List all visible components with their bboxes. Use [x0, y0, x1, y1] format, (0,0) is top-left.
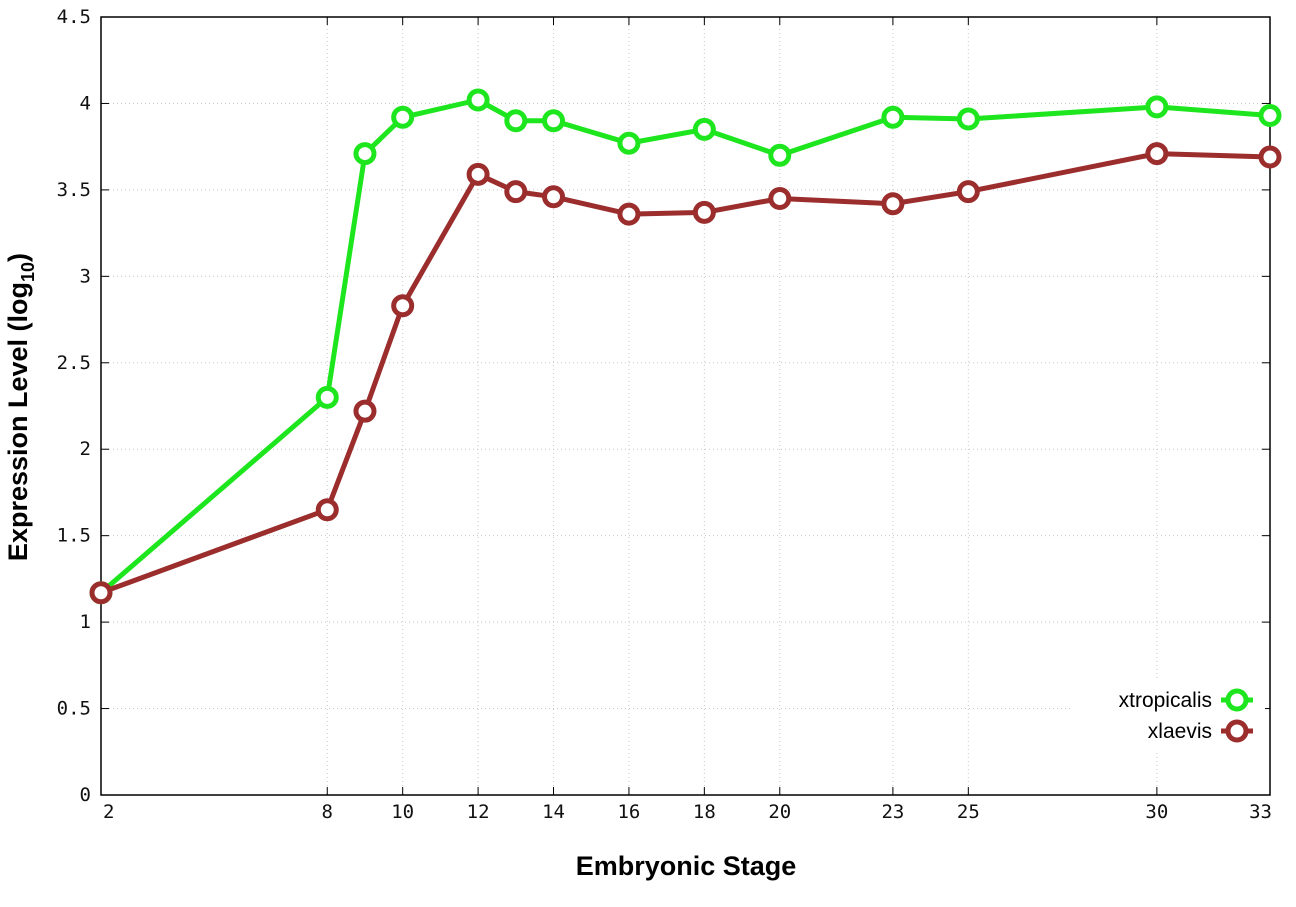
- legend-marker-xlaevis: [1225, 719, 1249, 743]
- x-tick-label: 10: [391, 801, 414, 823]
- y-axis-title-close: ): [3, 253, 33, 262]
- x-tick-label: 25: [957, 801, 980, 823]
- y-tick-label: 4: [80, 92, 91, 114]
- x-tick-label: 12: [467, 801, 490, 823]
- legend-label-xtropicalis: xtropicalis: [1119, 689, 1212, 712]
- data-point-xlaevis: [1258, 145, 1282, 169]
- y-axis-title: Expression Level (log10): [3, 253, 38, 561]
- y-tick-label: 1: [80, 611, 91, 633]
- y-tick-label: 3: [80, 265, 91, 287]
- x-tick-label: 20: [768, 801, 791, 823]
- data-point-xtropicalis: [391, 105, 415, 129]
- data-point-xtropicalis: [504, 109, 528, 133]
- data-point-xlaevis: [1145, 142, 1169, 166]
- data-point-xlaevis: [692, 200, 716, 224]
- data-point-xtropicalis: [353, 142, 377, 166]
- series-layer: [89, 88, 1282, 605]
- data-point-xtropicalis: [542, 109, 566, 133]
- data-point-xtropicalis: [956, 107, 980, 131]
- legend-label-xlaevis: xlaevis: [1148, 720, 1212, 743]
- data-point-xlaevis: [315, 498, 339, 522]
- legend-marker-xtropicalis: [1225, 688, 1249, 712]
- x-tick-label: 18: [693, 801, 716, 823]
- data-point-xtropicalis: [768, 143, 792, 167]
- y-tick-label: 4.5: [57, 6, 91, 28]
- data-point-xlaevis: [768, 187, 792, 211]
- y-tick-label: 2: [80, 438, 91, 460]
- data-point-xlaevis: [89, 581, 113, 605]
- tick-labels: 0 0.5 1 1.5 2 2.5 3 3.5 4 4.5 2 8 10 12 14 16 18 20 23 25 30…: [57, 6, 1272, 823]
- series-line-xlaevis: [100, 151, 1271, 596]
- data-point-xtropicalis: [617, 131, 641, 155]
- x-tick-label: 2: [103, 801, 114, 823]
- data-point-xtropicalis: [692, 117, 716, 141]
- y-tick-label: 0.5: [57, 698, 91, 720]
- y-tick-label: 3.5: [57, 179, 91, 201]
- x-axis-title: Embryonic Stage: [576, 851, 797, 881]
- data-point-xlaevis: [881, 192, 905, 216]
- x-tick-label: 14: [542, 801, 565, 823]
- x-tick-label: 30: [1145, 801, 1168, 823]
- data-point-xlaevis: [542, 185, 566, 209]
- x-tick-label: 23: [881, 801, 904, 823]
- y-tick-label: 2.5: [57, 352, 91, 374]
- y-axis-title-main: Expression Level (log: [3, 282, 33, 561]
- y-axis-title-subscript: 10: [18, 262, 38, 282]
- y-tick-label: 0: [80, 784, 91, 806]
- data-point-xtropicalis: [1145, 95, 1169, 119]
- data-point-xtropicalis: [1258, 104, 1282, 128]
- data-point-xlaevis: [391, 294, 415, 318]
- y-tick-label: 1.5: [57, 525, 91, 547]
- x-tick-label: 33: [1249, 801, 1272, 823]
- data-point-xtropicalis: [881, 105, 905, 129]
- grid: [101, 17, 1270, 795]
- plot-frame: [100, 16, 1271, 796]
- data-point-xlaevis: [504, 180, 528, 204]
- data-point-xlaevis: [466, 162, 490, 186]
- data-point-xlaevis: [956, 180, 980, 204]
- data-point-xlaevis: [353, 399, 377, 423]
- legend: xtropicalis xlaevis: [1070, 680, 1265, 750]
- x-tick-label: 16: [617, 801, 640, 823]
- series-line-xtropicalis: [99, 97, 1271, 595]
- data-point-xtropicalis: [315, 385, 339, 409]
- data-point-xtropicalis: [466, 88, 490, 112]
- x-tick-label: 8: [322, 801, 333, 823]
- data-point-xlaevis: [617, 202, 641, 226]
